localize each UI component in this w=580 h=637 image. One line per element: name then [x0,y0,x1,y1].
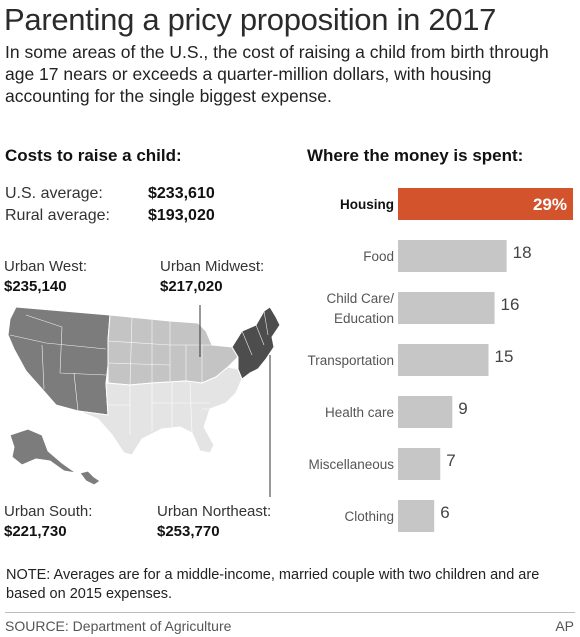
bar-2 [398,292,495,324]
us-average-value: $233,610 [148,185,215,202]
value-label-3: 15 [495,347,514,366]
urban-west-label: Urban West: [4,258,88,275]
urban-west-value: $235,140 [4,278,67,295]
source-text: SOURCE: Department of Agriculture [5,618,232,634]
bar-6 [398,500,435,532]
rural-average-label: Rural average: [5,207,110,224]
map-region-south [77,366,243,456]
urban-midwest-label: Urban Midwest: [160,258,265,275]
urban-northeast-label: Urban Northeast: [157,503,272,520]
value-label-4: 9 [458,399,467,418]
value-label-0: 29% [533,195,567,214]
spending-header: Where the money is spent: [307,146,524,165]
category-label-0: Housing [340,197,394,212]
subtitle: In some areas of the U.S., the cost of r… [5,42,549,106]
value-label-5: 7 [446,451,455,470]
map-region-northeast [231,306,281,380]
category-label-2: Child Care/Education [326,291,394,326]
footer-divider [5,612,575,613]
leader-lines [199,305,271,497]
urban-midwest-value: $217,020 [160,278,223,295]
map-region-west [7,306,111,416]
urban-south-value: $221,730 [4,523,67,540]
bar-4 [398,396,453,428]
bar-3 [398,344,489,376]
category-label-3: Transportation [307,353,394,368]
bar-1 [398,240,507,272]
value-label-2: 16 [501,295,520,314]
urban-south-label: Urban South: [4,503,93,520]
rural-average-value: $193,020 [148,207,215,224]
value-label-1: 18 [513,243,532,262]
credit-text: AP [555,618,574,634]
bar-0 [398,188,573,220]
urban-northeast-value: $253,770 [157,523,220,540]
category-label-5: Miscellaneous [308,457,394,472]
state-borders [9,310,269,435]
costs-header: Costs to raise a child: [5,146,182,165]
value-label-6: 6 [440,503,449,522]
spending-bar-chart: Housing 29% Food 18 Child Care/Education 16 Tr… [307,188,573,532]
us-average-label: U.S. average: [5,185,103,202]
map-region-alaska [9,428,77,474]
category-label-6: Clothing [344,509,394,524]
us-region-map [7,305,281,497]
map-region-hawaii [79,470,101,486]
page-title: Parenting a pricy proposition in 2017 [4,2,497,37]
category-label-4: Health care [325,405,394,420]
category-label-1: Food [363,249,394,264]
note-text: NOTE: Averages are for a middle-income, … [6,567,540,602]
bar-5 [398,448,441,480]
